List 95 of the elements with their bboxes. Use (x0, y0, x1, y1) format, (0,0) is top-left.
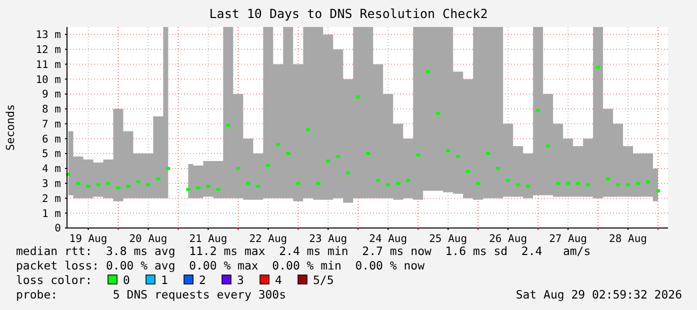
point (346, 171, 350, 174)
point (106, 182, 110, 185)
y-tick-label: 7 m (42, 118, 61, 130)
point (326, 160, 330, 162)
point (296, 182, 300, 185)
point (316, 182, 320, 185)
x-tick-label: 22 Aug (249, 233, 288, 245)
x-tick-label: 19 Aug (69, 233, 108, 245)
point (96, 183, 100, 186)
point (206, 184, 210, 188)
point (366, 152, 370, 156)
point (156, 177, 160, 180)
point (576, 182, 580, 185)
text: packet loss: 0.00 % avg 0.00 % max 0.00 % min 0.00 % now (16, 258, 425, 272)
point (306, 128, 310, 132)
y-tick-label: 9 m (42, 88, 61, 101)
point (386, 183, 390, 186)
point (586, 183, 590, 186)
point (336, 155, 340, 158)
x-tick-label: 21 Aug (189, 233, 228, 245)
point (436, 112, 440, 115)
point (276, 143, 280, 146)
y-axis-title: Seconds (4, 104, 17, 151)
point (516, 183, 520, 186)
point (626, 183, 630, 186)
point (396, 182, 400, 185)
point (136, 180, 140, 184)
text: probe: 5 DNS requests every 300s (16, 288, 286, 302)
point (466, 170, 470, 173)
point (86, 184, 90, 188)
y-tick-label: 3 m (42, 178, 61, 190)
point (646, 180, 650, 184)
y-tick-label: 6 m (42, 133, 61, 146)
point (126, 184, 130, 188)
point (266, 164, 270, 167)
point (656, 189, 660, 192)
point (556, 182, 560, 185)
point (166, 166, 170, 170)
point (246, 182, 250, 185)
point (146, 183, 150, 186)
point (416, 154, 420, 157)
chart-title: Last 10 Days to DNS Resolution Check2 (209, 6, 488, 21)
legend-label: 3 (237, 273, 244, 287)
point (116, 186, 120, 190)
y-tick-label: 8 m (42, 104, 61, 116)
point (356, 95, 360, 98)
y-tick-label: 12 m (36, 44, 61, 56)
legend-title: loss color: (16, 273, 92, 287)
point (406, 178, 410, 182)
y-tick-label: 2 m (42, 192, 61, 205)
y-tick-label: 4 m (42, 163, 61, 176)
x-tick-label: 20 Aug (129, 233, 168, 245)
point (186, 188, 190, 191)
y-tick-label: 5 m (42, 148, 61, 160)
point (286, 152, 290, 156)
point (616, 183, 620, 186)
x-tick-label: 25 Aug (429, 233, 468, 245)
point (476, 182, 480, 185)
x-tick-label: 28 Aug (609, 233, 647, 245)
point (596, 66, 600, 69)
x-tick-label: 24 Aug (369, 233, 408, 245)
point (636, 182, 640, 185)
x-tick-label: 27 Aug (549, 233, 588, 245)
point (536, 108, 540, 112)
text: Sat Aug 29 02:59:32 2026 (516, 288, 682, 302)
point (426, 70, 430, 74)
point (226, 124, 230, 127)
point (256, 184, 260, 188)
point (376, 178, 380, 182)
legend-label: 5/5 (313, 273, 334, 287)
text: median rtt: 3.8 ms avg 11.2 ms max 2.4 ms min 2.7 ms now 1.6 ms sd 2.4 am/s (16, 244, 591, 258)
y-tick-label: 11 m (36, 58, 61, 71)
y-tick-label: 1 m (42, 208, 61, 220)
y-tick-label: 0 (54, 222, 61, 235)
legend-label: 1 (161, 273, 168, 287)
x-tick-label: 26 Aug (489, 233, 528, 245)
point (76, 182, 80, 185)
y-tick-label: 10 m (36, 74, 61, 86)
point (216, 188, 220, 191)
legend-label: 0 (123, 273, 130, 287)
point (496, 166, 500, 170)
legend-label: 2 (199, 273, 206, 287)
point (486, 152, 490, 156)
y-tick-label: 13 m (36, 29, 61, 42)
point (546, 144, 550, 148)
x-tick-label: 23 Aug (309, 233, 348, 245)
point (446, 149, 450, 152)
point (506, 178, 510, 182)
point (606, 177, 610, 180)
point (566, 182, 570, 185)
point (196, 186, 200, 190)
point (236, 166, 240, 170)
legend-label: 4 (275, 273, 282, 287)
point (456, 155, 460, 158)
point (526, 184, 530, 188)
